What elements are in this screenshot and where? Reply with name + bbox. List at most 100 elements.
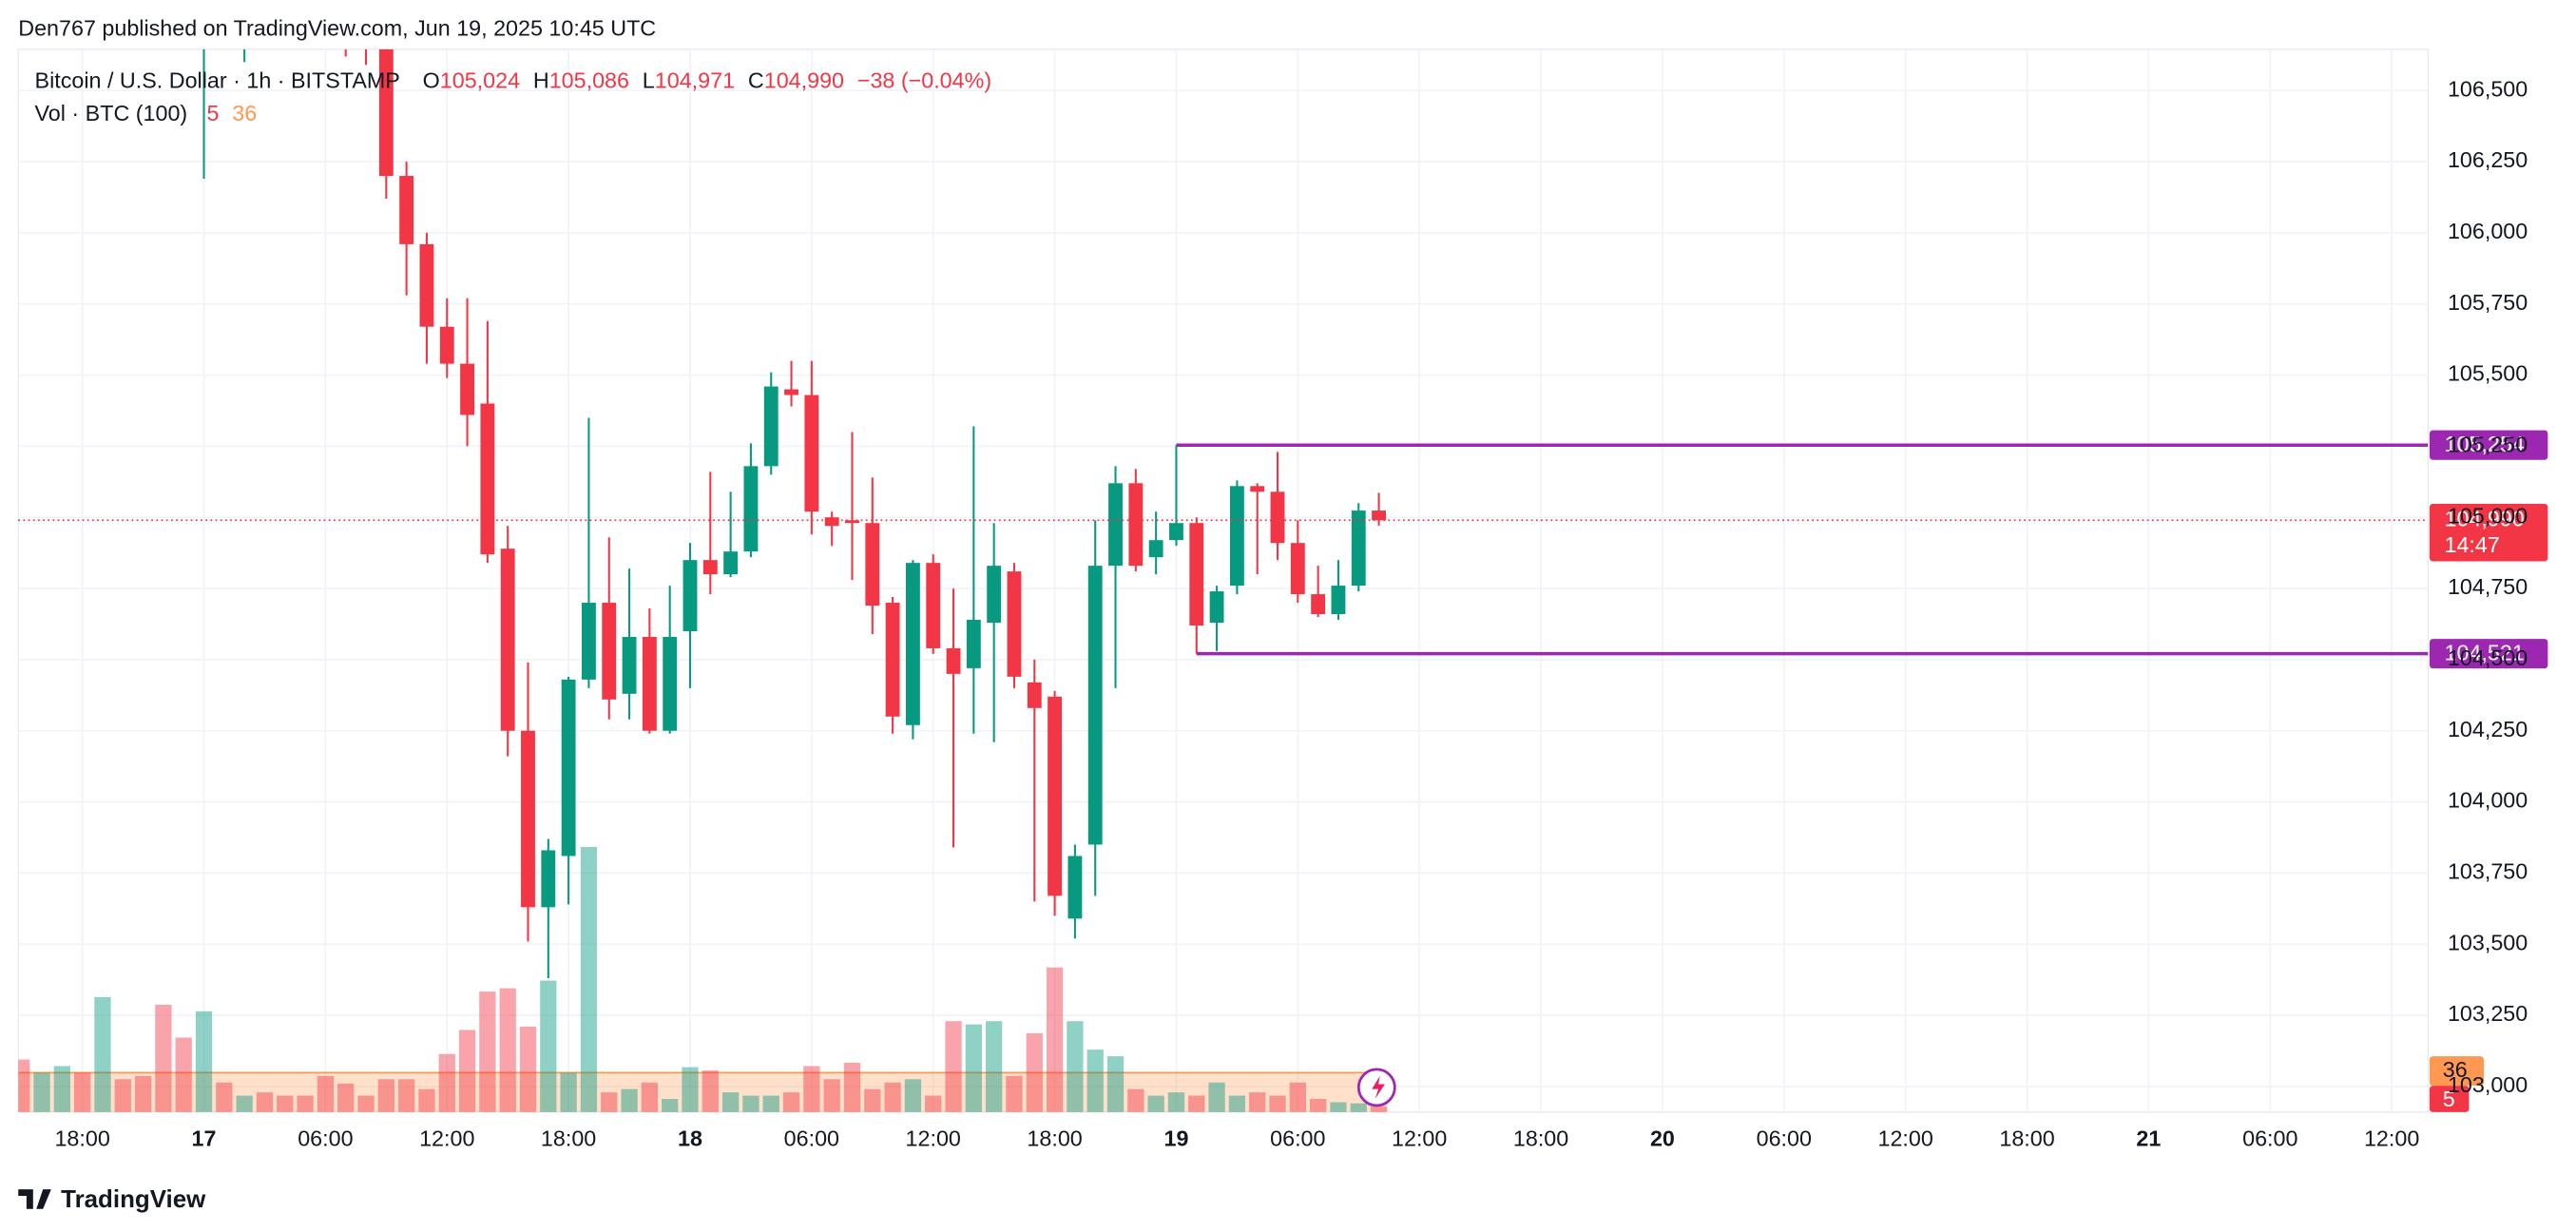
x-tick-label: 17 — [192, 1126, 217, 1150]
volume-bar — [33, 1072, 50, 1112]
volume-bar — [1350, 1103, 1367, 1112]
x-tick-label: 18:00 — [541, 1126, 596, 1150]
candle-body — [541, 850, 556, 908]
y-tick-label: 105,000 — [2448, 503, 2528, 528]
volume-bar — [621, 1088, 638, 1112]
volume-bar — [1006, 1075, 1023, 1112]
volume-bar — [155, 1004, 172, 1112]
volume-bar — [297, 1095, 314, 1112]
volume-bar — [1249, 1092, 1266, 1112]
volume-bar — [357, 1095, 375, 1112]
candle-body — [885, 603, 900, 717]
volume-bar — [1167, 1092, 1185, 1112]
y-tick-label: 104,250 — [2448, 717, 2528, 741]
legend: Bitcoin / U.S. Dollar · 1h · BITSTAMP O1… — [35, 68, 992, 93]
candle-body — [1007, 571, 1022, 677]
volume-bar — [1269, 1095, 1286, 1112]
volume-bar — [438, 1053, 455, 1112]
x-tick-label: 06:00 — [298, 1126, 353, 1150]
x-tick-label: 19 — [1163, 1126, 1188, 1150]
legend-volume-last: 5 — [207, 101, 220, 125]
volume-bar — [986, 1021, 1003, 1112]
volume-bar — [277, 1095, 294, 1112]
level-label-box — [2429, 430, 2548, 460]
y-tick-label: 105,250 — [2448, 433, 2528, 457]
x-tick-label: 21 — [2136, 1126, 2161, 1150]
candle-body — [582, 603, 596, 680]
volume-bar — [580, 846, 598, 1112]
candle-body — [702, 560, 718, 575]
x-tick-label: 18:00 — [1513, 1126, 1568, 1150]
volume-bar — [782, 1092, 800, 1112]
candle-body — [602, 603, 617, 700]
volume-bar — [53, 1066, 70, 1112]
publisher: Den767 published on TradingView.com, Jun… — [18, 15, 656, 40]
volume-bar — [479, 991, 496, 1112]
volume-bar — [1289, 1082, 1306, 1112]
candle-body — [723, 551, 739, 575]
volume-ma-label: 36 — [2443, 1057, 2468, 1082]
volume-bar — [560, 1072, 577, 1112]
legend-value: 104,990 — [764, 68, 844, 93]
candle-body — [663, 636, 678, 731]
countdown-label: 14:47 — [2445, 532, 2500, 557]
assistant-icon — [1356, 1068, 1396, 1107]
grid — [18, 48, 2429, 1112]
candle-body — [378, 48, 394, 177]
candle-body — [1209, 591, 1224, 623]
volume-bar — [945, 1021, 962, 1112]
volume-bar — [1106, 1056, 1125, 1112]
logo: TradingView — [18, 1186, 206, 1213]
x-tick-label: 18 — [678, 1126, 702, 1150]
legend-key: L — [643, 68, 655, 93]
volume-ma-box — [2429, 1056, 2484, 1087]
candle-body — [1067, 856, 1083, 919]
volume-ma-area — [18, 1072, 1388, 1112]
volume-bar — [317, 1075, 335, 1112]
volume-title: Vol · BTC (100) — [35, 101, 188, 125]
volume-bar — [925, 1095, 942, 1112]
legend-key: C — [748, 68, 764, 93]
volume-bar — [134, 1075, 152, 1112]
y-tick-label: 103,000 — [2448, 1072, 2528, 1097]
candle-body — [1169, 523, 1183, 541]
volume-bar — [18, 1059, 30, 1112]
candle-body — [905, 563, 920, 725]
legend-value: 105,086 — [549, 68, 629, 93]
volume-bar — [1188, 1095, 1205, 1112]
volume-bar — [114, 1079, 131, 1112]
volume-bar — [216, 1082, 233, 1112]
candle-body — [1229, 486, 1244, 587]
volume-bar — [74, 1072, 91, 1112]
volume-bar — [458, 1030, 476, 1112]
volume-bar — [721, 1092, 740, 1112]
volume-bar — [641, 1082, 659, 1112]
legend-key: H — [533, 68, 549, 93]
y-tick-label: 104,000 — [2448, 788, 2528, 813]
x-tick-label: 20 — [1650, 1126, 1675, 1150]
volume-bar — [337, 1083, 355, 1112]
volume-bar — [803, 1066, 820, 1112]
candle-body — [1290, 543, 1305, 595]
volume-bar — [397, 1079, 415, 1112]
volume-bar — [884, 1082, 901, 1112]
volume-bar — [762, 1095, 779, 1112]
volume-pane — [18, 846, 1388, 1112]
level-label: 105,254 — [2445, 432, 2525, 456]
candle-body — [865, 523, 880, 606]
y-tick-label: 103,250 — [2448, 1001, 2528, 1026]
y-tick-label: 103,500 — [2448, 930, 2528, 954]
candle-body — [1087, 566, 1103, 845]
x-tick-label: 18:00 — [1027, 1126, 1082, 1150]
candle-body — [500, 549, 515, 731]
volume-bar — [1127, 1088, 1144, 1112]
candle-body — [480, 403, 495, 555]
candle-body — [946, 647, 961, 674]
candle-body — [845, 520, 859, 524]
legend-symbol: Bitcoin / U.S. Dollar · 1h · BITSTAMP — [35, 68, 400, 93]
x-tick-label: 12:00 — [419, 1126, 474, 1150]
candle-body — [804, 395, 819, 512]
x-tick-label: 12:00 — [1392, 1126, 1447, 1150]
